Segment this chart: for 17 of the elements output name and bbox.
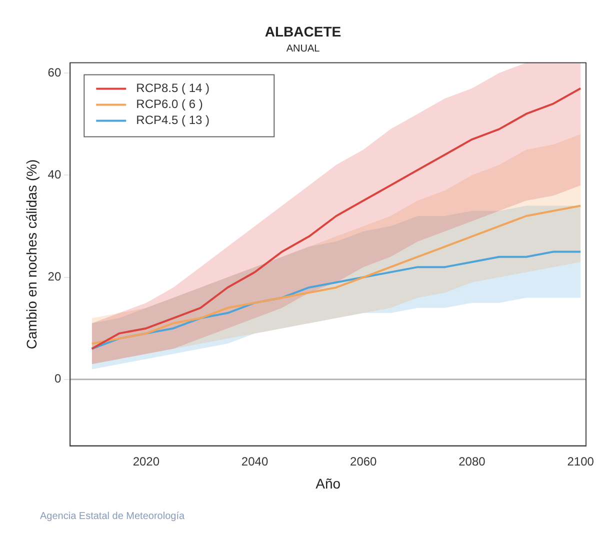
x-tick-label: 2020: [132, 454, 160, 468]
y-tick-label: 40: [48, 167, 62, 182]
x-tick-label: 2080: [458, 454, 486, 468]
y-axis-title: Cambio en noches cálidas (%): [23, 159, 40, 350]
legend-label: RCP8.5 ( 14 ): [136, 81, 210, 96]
y-tick-label: 0: [54, 372, 62, 386]
y-tick-label: 60: [48, 65, 62, 80]
chart-subtitle: ANUAL: [286, 44, 320, 55]
legend-label: RCP6.0 ( 6 ): [136, 97, 203, 112]
y-tick-label: 20: [48, 270, 62, 284]
x-tick-label: 2060: [350, 454, 378, 468]
legend-label: RCP4.5 ( 13 ): [136, 113, 210, 128]
text: Agencia Estatal de Meteorología: [40, 511, 185, 522]
chart-title: ALBACETE: [264, 23, 342, 40]
x-axis-title: Año: [316, 475, 341, 492]
x-tick-label: 2040: [241, 454, 268, 468]
x-tick-label: 2100: [567, 454, 594, 468]
